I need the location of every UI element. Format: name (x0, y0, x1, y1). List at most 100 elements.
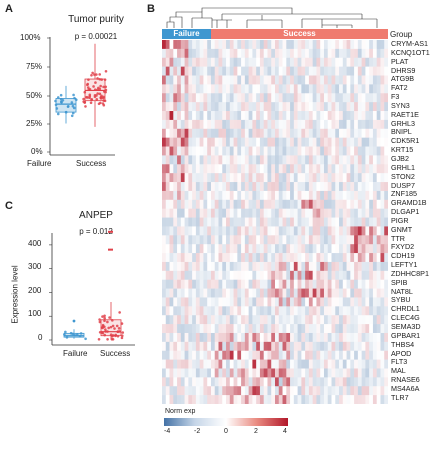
heatmap-cell (263, 297, 268, 307)
heatmap-cell (199, 119, 204, 130)
heatmap-cell (180, 288, 185, 298)
heatmap-cell (305, 297, 310, 307)
heatmap-cell (357, 395, 362, 404)
heatmap-cell (267, 128, 272, 138)
heatmap-cell (184, 199, 189, 209)
heatmap-cell (372, 155, 377, 165)
heatmap-cell (350, 270, 355, 281)
heatmap-cell (173, 386, 178, 396)
heatmap-cell (361, 288, 366, 298)
heatmap-cell (192, 146, 197, 156)
heatmap-cell (252, 75, 257, 85)
heatmap-cell (316, 377, 321, 387)
heatmap-cell (256, 173, 261, 183)
success-point (89, 101, 93, 105)
heatmap-cell (207, 297, 212, 307)
heatmap-cell (226, 111, 231, 121)
heatmap-cell (350, 66, 355, 76)
heatmap-cell (177, 119, 182, 130)
heatmap-cell (248, 57, 253, 67)
success-point (111, 319, 114, 322)
heatmap-cell (248, 306, 253, 316)
heatmap-cell (252, 253, 257, 263)
heatmap-cell (376, 137, 381, 147)
heatmap-cell (316, 226, 321, 236)
heatmap-cell (305, 368, 310, 378)
heatmap-cell (229, 57, 234, 67)
heatmap-cell (244, 244, 249, 254)
heatmap-cell (290, 377, 295, 387)
heatmap-cell (327, 190, 332, 201)
heatmap-cell (226, 57, 231, 67)
heatmap-cell (222, 226, 227, 236)
heatmap-cell (259, 306, 264, 316)
heatmap-cell (169, 40, 174, 50)
heatmap-cell (188, 93, 193, 103)
heatmap-cell (278, 359, 283, 369)
heatmap-cell (380, 66, 385, 76)
heatmap-cell (165, 40, 170, 50)
heatmap-cell (361, 199, 366, 209)
heatmap-cell (162, 40, 167, 50)
heatmap-cell (233, 66, 238, 76)
heatmap-cell (210, 324, 216, 334)
heatmap-cell (237, 146, 242, 156)
heatmap-cell (372, 173, 377, 183)
success-point (121, 331, 125, 334)
heatmap-cell (376, 208, 381, 218)
heatmap-cell (226, 270, 231, 281)
heatmap-cell (339, 48, 344, 59)
heatmap-cell (339, 253, 344, 263)
heatmap-cell (278, 279, 283, 289)
heatmap-cell (169, 75, 174, 85)
heatmap-cell (180, 182, 185, 192)
heatmap-cell (165, 217, 170, 227)
heatmap-cell (286, 119, 291, 130)
failure-point (70, 101, 74, 104)
heatmap-cell (305, 350, 310, 360)
heatmap-cell (376, 261, 381, 272)
heatmap-cell (301, 270, 306, 281)
heatmap-cell (275, 57, 280, 67)
heatmap-cell (226, 253, 231, 263)
heatmap-cell (354, 395, 359, 404)
heatmap-cell (169, 288, 174, 298)
heatmap-cell (286, 324, 291, 334)
heatmap-cell (188, 244, 193, 254)
heatmap-cell (365, 244, 370, 254)
heatmap-cell (290, 297, 295, 307)
heatmap-cell (210, 217, 216, 227)
heatmap-cell (180, 315, 185, 325)
heatmap-cell (380, 386, 385, 396)
heatmap-cell (316, 190, 321, 201)
heatmap-cell (256, 128, 261, 138)
heatmap-cell (173, 332, 178, 343)
heatmap-cell (369, 48, 374, 59)
heatmap-cell (241, 111, 246, 121)
heatmap-cell (259, 395, 264, 404)
heatmap-cell (207, 164, 212, 174)
heatmap-cell (226, 75, 231, 85)
heatmap-cell (361, 155, 366, 165)
heatmap-cell (342, 297, 347, 307)
heatmap-cell (241, 297, 246, 307)
heatmap-cell (346, 341, 351, 352)
heatmap-cell (376, 324, 381, 334)
heatmap-cell (305, 75, 310, 85)
heatmap-cell (350, 235, 355, 245)
heatmap-cell (241, 173, 246, 183)
heatmap-cell (162, 182, 167, 192)
heatmap-cell (282, 279, 287, 289)
heatmap-cell (199, 93, 204, 103)
heatmap-cell (376, 48, 381, 59)
heatmap-cell (297, 270, 302, 281)
gene-label: DLGAP1 (391, 207, 420, 217)
heatmap-cell (354, 208, 359, 218)
heatmap-cell (263, 341, 268, 352)
heatmap-cell (350, 75, 355, 85)
heatmap-cell (169, 332, 174, 343)
heatmap-cell (252, 199, 257, 209)
heatmap-cell (354, 217, 359, 227)
heatmap-cell (173, 173, 178, 183)
heatmap-cell (384, 324, 388, 334)
